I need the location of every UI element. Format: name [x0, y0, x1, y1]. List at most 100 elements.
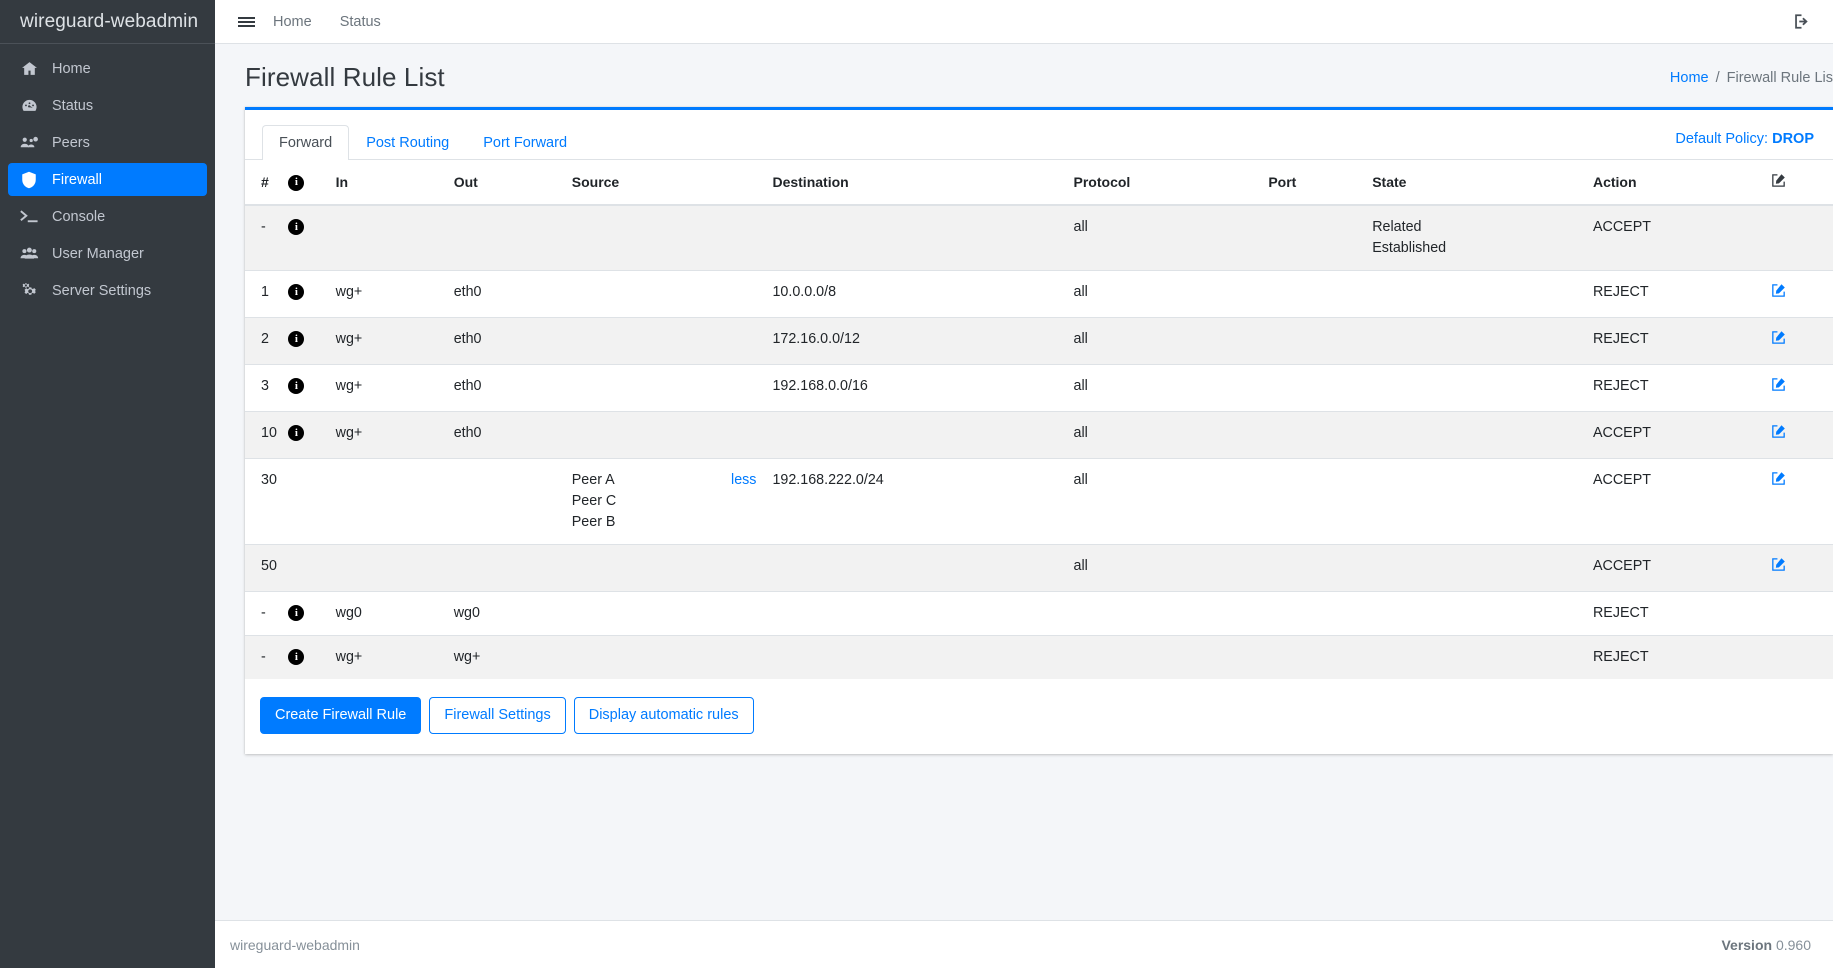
breadcrumb-home[interactable]: Home [1669, 69, 1709, 86]
display-automatic-rules-button[interactable]: Display automatic rules [573, 697, 754, 734]
footer-version: Version 0.960 [1721, 937, 1811, 953]
cell-protocol [1065, 591, 1261, 636]
cell-state [1364, 411, 1585, 459]
sidebar-item-label: Peers [52, 134, 90, 151]
main-column: Home Status Firewall Rule List Home / Fi… [215, 0, 1833, 968]
page-footer: wireguard-webadmin Version 0.960 [215, 920, 1833, 968]
info-icon[interactable]: i [288, 219, 305, 236]
create-firewall-rule-button[interactable]: Create Firewall Rule [260, 697, 422, 734]
state-line: Related [1372, 219, 1422, 235]
info-icon[interactable]: i [288, 378, 305, 395]
less-link[interactable]: less [731, 472, 757, 488]
sidebar-brand[interactable]: wireguard-webadmin [0, 0, 215, 44]
info-icon[interactable]: i [288, 605, 305, 622]
col-header-state: State [1364, 160, 1585, 206]
sidebar-item-label: User Manager [52, 245, 144, 262]
cell-source [563, 635, 765, 679]
cell-edit [1762, 204, 1833, 271]
cell-port [1260, 544, 1365, 592]
table-body: - i all Related Established ACCEPT 1 i wg+ eth0 10… [245, 204, 1833, 679]
cell-state [1364, 591, 1585, 636]
sidebar-item-status[interactable]: Status [8, 89, 207, 122]
sidebar-item-server-settings[interactable]: Server Settings [8, 274, 207, 307]
sidebar-nav: Home Status Peers [0, 44, 215, 311]
topnav-link-home[interactable]: Home [273, 13, 312, 30]
cell-destination [764, 544, 1066, 592]
col-header-source: Source [563, 160, 765, 206]
table-row: 1 i wg+ eth0 10.0.0.0/8 all REJECT [245, 270, 1833, 318]
cell-info [280, 458, 328, 545]
cell-action: ACCEPT [1584, 411, 1763, 459]
cell-destination [764, 204, 1066, 271]
edit-icon[interactable] [1770, 329, 1787, 353]
default-policy[interactable]: Default Policy: DROP [1675, 131, 1833, 159]
sidebar: wireguard-webadmin Home Status [0, 0, 215, 968]
hamburger-icon[interactable] [233, 9, 259, 35]
cell-action: ACCEPT [1584, 204, 1763, 271]
content-body: Forward Post Routing Port Forward Defaul… [215, 107, 1833, 754]
sidebar-item-user-manager[interactable]: User Manager [8, 237, 207, 270]
cell-port [1260, 635, 1365, 679]
users-icon [18, 245, 40, 262]
source-item: Peer B [571, 514, 616, 530]
sidebar-item-label: Firewall [52, 171, 102, 188]
edit-icon[interactable] [1770, 172, 1787, 192]
cell-num: - [245, 591, 281, 636]
info-icon[interactable]: i [288, 425, 305, 442]
page-title: Firewall Rule List [245, 62, 445, 92]
default-policy-label: Default Policy: [1675, 131, 1773, 147]
cell-num: - [245, 204, 281, 271]
cell-protocol: all [1065, 544, 1261, 592]
info-icon[interactable]: i [288, 649, 305, 666]
sidebar-item-firewall[interactable]: Firewall [8, 163, 207, 196]
col-header-in: In [327, 160, 446, 206]
cell-in [327, 204, 446, 271]
footer-version-label: Version [1721, 936, 1773, 953]
cell-destination: 172.16.0.0/12 [764, 317, 1066, 365]
breadcrumb-current: Firewall Rule Lis [1726, 69, 1833, 86]
cell-action: REJECT [1584, 270, 1763, 318]
table-row: - i all Related Established ACCEPT [245, 204, 1833, 271]
cell-num: 50 [245, 544, 281, 592]
col-header-info: i [280, 160, 328, 206]
edit-icon[interactable] [1770, 282, 1787, 306]
tab-forward[interactable]: Forward [262, 125, 350, 160]
cell-source [563, 411, 765, 459]
breadcrumb-separator: / [1715, 69, 1720, 86]
table-row: 10 i wg+ eth0 all ACCEPT [245, 411, 1833, 459]
tab-port-forward[interactable]: Port Forward [483, 135, 568, 151]
sidebar-item-home[interactable]: Home [8, 52, 207, 85]
topnav-link-status[interactable]: Status [339, 13, 381, 30]
sidebar-item-label: Console [52, 208, 106, 225]
cell-state [1364, 270, 1585, 318]
tab-post-routing[interactable]: Post Routing [366, 135, 450, 151]
sidebar-item-peers[interactable]: Peers [8, 126, 207, 159]
edit-icon[interactable] [1770, 376, 1787, 400]
cell-port [1260, 204, 1365, 271]
cell-source [563, 204, 765, 271]
edit-icon[interactable] [1770, 470, 1787, 494]
sidebar-item-console[interactable]: Console [8, 200, 207, 233]
edit-icon[interactable] [1770, 556, 1787, 580]
cell-destination: 192.168.222.0/24 [764, 458, 1066, 545]
cell-port [1260, 270, 1365, 318]
source-item: Peer A [571, 472, 615, 488]
cell-out [445, 204, 564, 271]
cell-in: wg0 [327, 591, 446, 636]
cell-edit [1762, 364, 1833, 412]
info-icon[interactable]: i [288, 284, 305, 301]
cell-info [280, 544, 328, 592]
cell-edit [1762, 635, 1833, 679]
source-item: Peer C [571, 493, 617, 509]
source-list: Peer A Peer C Peer B [572, 470, 617, 533]
action-button-row: Create Firewall Rule Firewall Settings D… [245, 679, 1833, 754]
firewall-settings-button[interactable]: Firewall Settings [429, 697, 566, 734]
cell-in: wg+ [327, 411, 446, 459]
shield-icon [18, 171, 40, 189]
info-icon[interactable]: i [288, 331, 305, 348]
card-header: Forward Post Routing Port Forward Defaul… [245, 110, 1833, 160]
logout-icon[interactable] [1792, 12, 1811, 31]
edit-icon[interactable] [1770, 423, 1787, 447]
cell-protocol: all [1065, 411, 1261, 459]
